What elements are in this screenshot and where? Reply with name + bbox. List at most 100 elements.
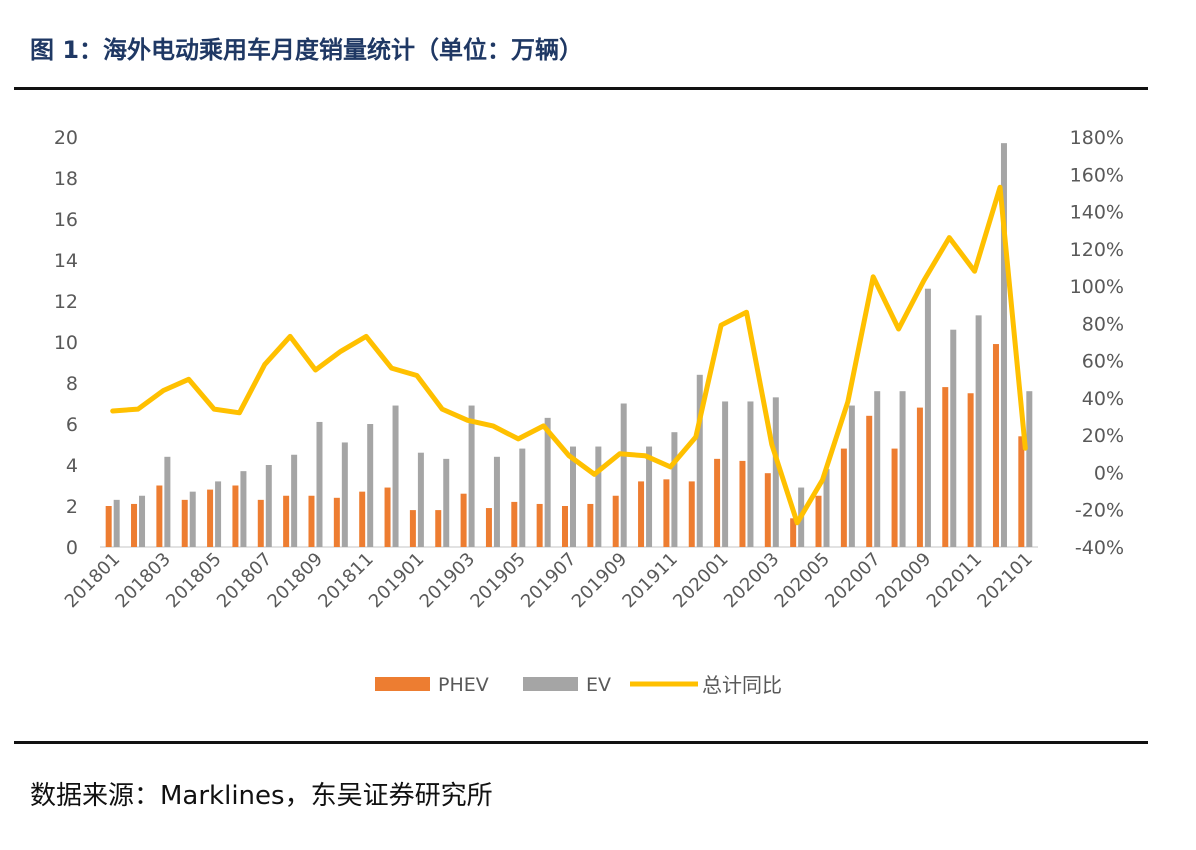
left-axis-tick-label: 18 bbox=[54, 168, 78, 190]
left-axis-tick-label: 10 bbox=[54, 332, 78, 354]
right-axis-tick-label: 60% bbox=[1082, 351, 1124, 373]
phev-bar bbox=[612, 495, 619, 547]
ev-bar bbox=[544, 417, 551, 547]
phev-bar bbox=[663, 479, 670, 547]
phev-bar bbox=[967, 393, 974, 547]
ev-bar bbox=[417, 452, 424, 547]
right-axis-tick-label: 80% bbox=[1082, 313, 1124, 335]
bottom-rule bbox=[14, 741, 1148, 744]
x-tick-label: 202001 bbox=[669, 549, 732, 612]
yoy-line-series bbox=[110, 184, 1028, 526]
phev-bar bbox=[714, 458, 721, 547]
left-axis-tick-label: 8 bbox=[66, 373, 78, 395]
right-axis: -40% -20% 0% 20% 40% 60% 80% 100% 120% 140% 160% 18… bbox=[1070, 127, 1124, 559]
phev-bar bbox=[638, 481, 645, 547]
ev-bar bbox=[265, 465, 272, 547]
right-axis-tick-label: 180% bbox=[1070, 127, 1124, 149]
left-axis-tick-label: 6 bbox=[66, 414, 78, 436]
x-tick-label: 201811 bbox=[314, 549, 377, 612]
right-axis-tick-label: 140% bbox=[1070, 202, 1124, 224]
phev-bar bbox=[739, 460, 746, 547]
left-axis-tick-label: 12 bbox=[54, 291, 78, 313]
phev-bar bbox=[283, 495, 290, 547]
x-tick-label: 201911 bbox=[619, 549, 682, 612]
legend-ev-swatch bbox=[523, 677, 578, 691]
phev-bar bbox=[308, 495, 315, 547]
x-tick-label: 202007 bbox=[821, 549, 884, 612]
phev-bar bbox=[511, 501, 518, 547]
right-axis-tick-label: 20% bbox=[1082, 425, 1124, 447]
x-tick-label: 201903 bbox=[416, 549, 479, 612]
ev-bar bbox=[392, 405, 399, 547]
right-axis-tick-label: -40% bbox=[1075, 537, 1124, 559]
phev-bar bbox=[587, 503, 594, 547]
phev-bar bbox=[688, 481, 695, 547]
phev-bar bbox=[840, 448, 847, 547]
ev-bar bbox=[1000, 143, 1007, 547]
phev-bar bbox=[790, 518, 797, 547]
left-axis-tick-label: 4 bbox=[66, 455, 78, 477]
x-tick-label: 201809 bbox=[264, 549, 327, 612]
phev-bar bbox=[916, 407, 923, 547]
ev-bar bbox=[189, 491, 196, 547]
phev-bar bbox=[562, 506, 568, 547]
legend-phev-swatch bbox=[375, 677, 430, 691]
right-axis-tick-label: 120% bbox=[1070, 239, 1124, 261]
x-tick-label: 201803 bbox=[111, 549, 174, 612]
phev-bar bbox=[866, 415, 873, 547]
x-tick-label: 201807 bbox=[213, 549, 276, 612]
ev-bar bbox=[671, 432, 678, 547]
phev-bar bbox=[359, 491, 366, 547]
left-axis-tick-label: 2 bbox=[66, 496, 78, 518]
ev-bar bbox=[646, 446, 653, 547]
ev-bar bbox=[975, 315, 982, 547]
x-tick-label: 202101 bbox=[973, 549, 1036, 612]
ev-bar bbox=[139, 495, 146, 547]
right-axis-tick-label: 160% bbox=[1070, 164, 1124, 186]
legend: PHEV EV 总计同比 bbox=[375, 673, 782, 697]
ev-bar bbox=[874, 391, 881, 547]
phev-bar bbox=[485, 508, 492, 547]
phev-bar bbox=[131, 503, 138, 547]
phev-bar bbox=[764, 473, 771, 547]
ev-bar bbox=[443, 458, 450, 547]
phev-bar bbox=[409, 510, 416, 547]
phev-bar bbox=[992, 344, 999, 547]
legend-phev-label: PHEV bbox=[438, 674, 489, 696]
bar-series bbox=[105, 143, 1033, 547]
x-tick-label: 201901 bbox=[365, 549, 428, 612]
ev-bar bbox=[823, 469, 830, 547]
ev-bar bbox=[240, 471, 247, 547]
x-tick-label: 202005 bbox=[771, 549, 834, 612]
ev-bar bbox=[341, 442, 348, 547]
yoy-line bbox=[110, 184, 1028, 526]
ev-bar bbox=[924, 288, 931, 547]
legend-ev-label: EV bbox=[586, 674, 611, 696]
left-axis-tick-label: 0 bbox=[66, 537, 78, 559]
phev-bar bbox=[942, 387, 949, 547]
figure-title: 图 1：海外电动乘用车月度销量统计（单位：万辆） bbox=[30, 36, 584, 64]
ev-bar bbox=[620, 403, 627, 547]
x-tick-label: 201905 bbox=[466, 549, 529, 612]
ev-bar bbox=[950, 329, 957, 547]
x-tick-label: 201805 bbox=[162, 549, 225, 612]
x-tick-label: 202003 bbox=[720, 549, 783, 612]
legend-yoy-label: 总计同比 bbox=[702, 673, 782, 697]
ev-bar bbox=[493, 456, 500, 547]
phev-bar bbox=[536, 503, 543, 547]
ev-bar bbox=[696, 374, 703, 547]
left-axis: 0 2 4 6 8 10 12 14 16 18 20 bbox=[54, 127, 78, 559]
ev-bar bbox=[899, 391, 906, 547]
phev-bar bbox=[815, 495, 822, 547]
ev-bar bbox=[772, 397, 779, 547]
x-tick-label: 201909 bbox=[568, 549, 631, 612]
right-axis-tick-label: -20% bbox=[1075, 500, 1124, 522]
left-axis-tick-label: 20 bbox=[54, 127, 78, 149]
phev-bar bbox=[232, 485, 239, 547]
phev-bar bbox=[156, 485, 163, 547]
right-axis-tick-label: 40% bbox=[1082, 388, 1124, 410]
ev-bar bbox=[1026, 391, 1033, 547]
ev-bar bbox=[164, 456, 171, 547]
x-tick-label: 201907 bbox=[517, 549, 580, 612]
ev-bar bbox=[722, 401, 729, 547]
